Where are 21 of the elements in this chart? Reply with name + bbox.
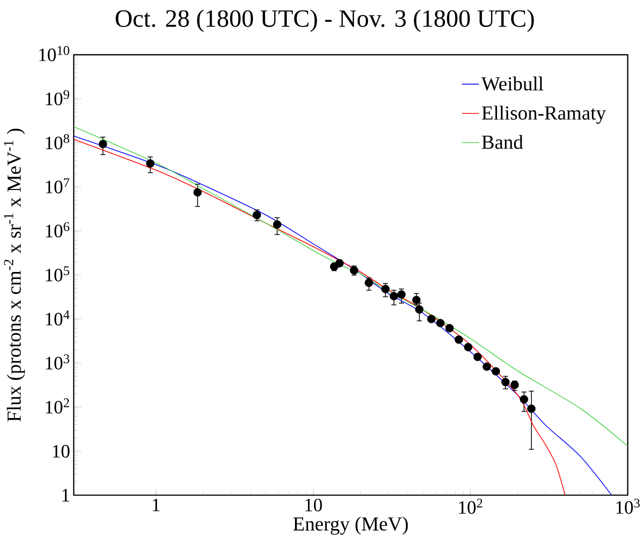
- y-tick-label: 10$^{7}$: [46, 178, 70, 194]
- y-tick-label: 10$^{3}$: [46, 354, 70, 370]
- y-tick-label: 10$^{9}$: [46, 90, 70, 106]
- x-tick-label: 10: [305, 498, 322, 512]
- x-axis-title: Energy (MeV): [293, 516, 408, 535]
- y-tick-label: 10: [53, 444, 70, 458]
- y-tick-label: 10$^{8}$: [46, 134, 70, 150]
- x-tick-label: 10$^{2}$: [459, 498, 482, 514]
- legend-label: Ellison-Ramaty: [482, 106, 606, 124]
- x-tick-label: 10$^{3}$: [616, 498, 640, 514]
- y-tick-label: 1: [62, 489, 70, 502]
- chart-title: Oct. 28 (1800 UTC) - Nov. 3 (1800 UTC): [116, 9, 534, 32]
- y-tick-label: 10$^{2}$: [46, 398, 69, 414]
- y-axis-title: Flux (protons x cm$^{-2}$ x sr$^{-1}$ x MeV$^{-1}$ ): [4, 128, 25, 422]
- x-tick-label: 1: [152, 498, 160, 512]
- legend-label: Weibull: [481, 76, 544, 91]
- y-tick-label: 10$^{10}$: [39, 46, 70, 62]
- y-tick-label: 10$^{5}$: [46, 266, 70, 282]
- y-tick-label: 10$^{6}$: [46, 222, 70, 238]
- y-tick-label: 10$^{4}$: [46, 310, 70, 326]
- legend-label: Band: [482, 134, 523, 149]
